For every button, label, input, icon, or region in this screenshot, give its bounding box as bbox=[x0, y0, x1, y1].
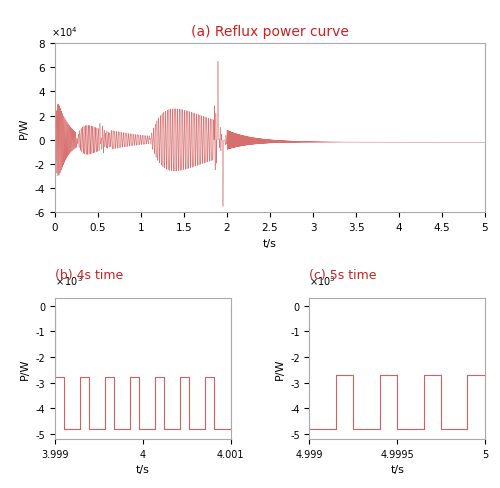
Y-axis label: P/W: P/W bbox=[20, 118, 30, 139]
Text: (b) 4s time: (b) 4s time bbox=[55, 269, 123, 282]
Text: $\times10^4$: $\times10^4$ bbox=[50, 25, 78, 39]
Title: (a) Reflux power curve: (a) Reflux power curve bbox=[191, 24, 349, 39]
X-axis label: t/s: t/s bbox=[263, 238, 277, 248]
Y-axis label: P/W: P/W bbox=[20, 358, 30, 380]
Text: $\times10^3$: $\times10^3$ bbox=[310, 273, 336, 287]
X-axis label: t/s: t/s bbox=[390, 465, 404, 474]
Y-axis label: P/W: P/W bbox=[274, 358, 284, 380]
Text: $\times\,10^3$: $\times\,10^3$ bbox=[55, 273, 83, 287]
X-axis label: t/s: t/s bbox=[136, 465, 149, 474]
Text: (c) 5s time: (c) 5s time bbox=[310, 269, 377, 282]
